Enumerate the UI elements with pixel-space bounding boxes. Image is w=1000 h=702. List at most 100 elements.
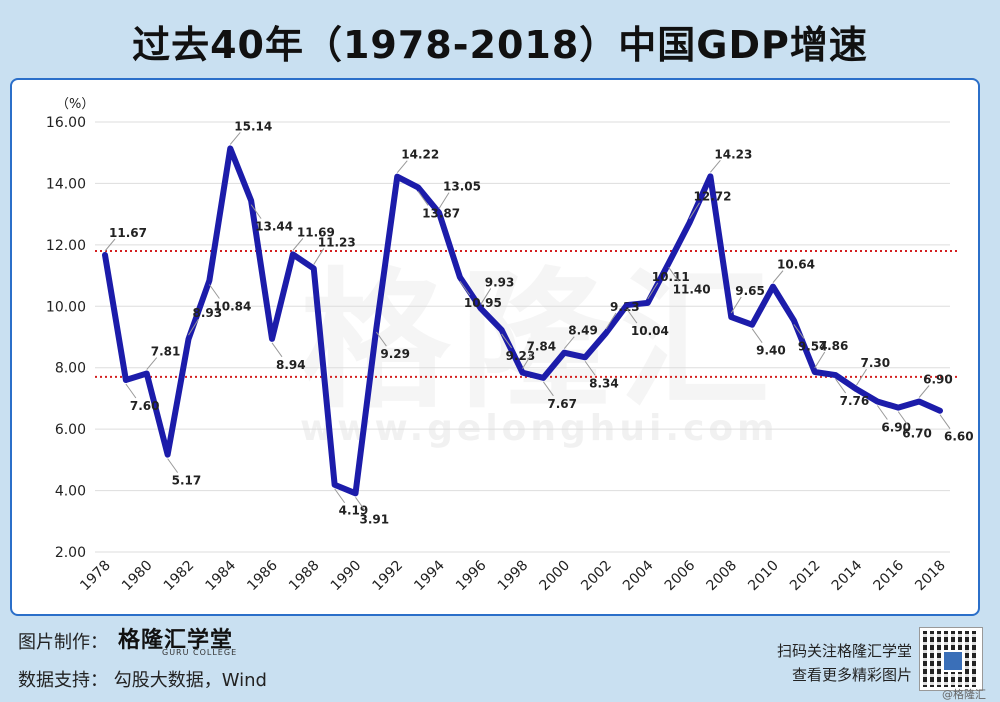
corner-watermark: @格隆汇 — [942, 688, 986, 701]
data-point — [666, 260, 672, 266]
data-point — [540, 375, 546, 381]
data-label-leader — [229, 132, 241, 145]
x-tick-label: 2012 — [787, 558, 824, 595]
data-label: 6.90 — [923, 373, 953, 387]
data-label-leader — [793, 324, 805, 339]
data-point — [290, 251, 296, 257]
data-label: 9.29 — [380, 347, 410, 361]
data-point — [311, 266, 317, 272]
data-label: 11.40 — [673, 282, 711, 296]
x-tick-label: 2004 — [620, 557, 657, 594]
data-label-leader — [897, 411, 909, 426]
data-label: 9.54 — [798, 339, 828, 353]
data-point — [415, 184, 421, 190]
x-tick-label: 2016 — [871, 557, 908, 594]
data-source: 数据支持： 勾股大数据，Wind — [18, 670, 267, 691]
data-point — [854, 386, 859, 392]
data-label: 10.95 — [464, 296, 502, 310]
data-label-leader — [355, 497, 366, 512]
brand-name: 格隆汇学堂 — [118, 628, 234, 653]
data-label: 8.93 — [193, 306, 223, 320]
data-label: 6.90 — [881, 421, 911, 435]
y-tick-label: 8.00 — [55, 361, 86, 377]
data-label: 10.84 — [213, 299, 251, 313]
data-label-leader — [626, 308, 638, 324]
data-label: 13.44 — [255, 220, 293, 234]
y-tick-label: 4.00 — [55, 484, 86, 500]
maker-label: 图片制作： — [18, 632, 108, 653]
x-tick-label: 2008 — [704, 558, 741, 595]
data-point — [165, 452, 171, 458]
data-label: 11.67 — [109, 226, 147, 240]
data-point — [749, 322, 755, 328]
data-label: 5.17 — [172, 474, 202, 488]
data-label-leader — [188, 318, 199, 336]
y-tick-label: 12.00 — [46, 238, 86, 254]
data-point — [269, 336, 275, 342]
data-label-leader — [751, 328, 763, 344]
data-point — [833, 372, 839, 378]
data-point — [770, 284, 776, 290]
data-label: 7.86 — [819, 339, 849, 353]
data-point — [812, 369, 818, 375]
data-label: 11.69 — [297, 225, 335, 239]
data-point — [102, 252, 108, 258]
data-label: 14.23 — [714, 147, 752, 161]
data-label-leader — [835, 378, 847, 394]
data-label-leader — [605, 312, 617, 330]
data-label-leader — [375, 331, 387, 347]
data-label: 6.70 — [902, 427, 932, 441]
data-label-leader — [876, 405, 888, 420]
data-label: 7.30 — [861, 356, 891, 370]
x-tick-label: 1984 — [203, 557, 240, 594]
data-point — [227, 145, 233, 151]
data-point — [645, 300, 651, 306]
x-tick-label: 1988 — [286, 558, 323, 595]
data-label: 7.84 — [527, 340, 557, 354]
data-label: 8.34 — [589, 376, 619, 390]
data-point — [478, 305, 484, 311]
data-label: 11.23 — [318, 236, 356, 250]
x-tick-label: 1986 — [244, 557, 281, 594]
data-label-leader — [167, 458, 179, 473]
data-label-leader — [939, 414, 951, 430]
data-point — [206, 277, 212, 283]
x-tick-label: 2002 — [578, 558, 615, 595]
y-tick-label: 6.00 — [55, 422, 86, 438]
data-label-leader — [417, 191, 429, 206]
data-label-leader — [772, 270, 784, 283]
data-label: 12.72 — [694, 190, 732, 204]
data-label: 9.40 — [756, 344, 786, 358]
data-label: 9.65 — [735, 284, 765, 298]
data-label-leader — [125, 383, 137, 399]
x-tick-label: 2018 — [912, 558, 949, 595]
x-tick-label: 1978 — [77, 558, 114, 595]
y-tick-label: 10.00 — [46, 299, 86, 315]
data-point — [874, 399, 880, 404]
data-label: 7.76 — [840, 394, 870, 408]
data-label: 9.13 — [610, 300, 640, 314]
data-label-leader — [689, 202, 700, 220]
x-tick-label: 1996 — [453, 557, 490, 594]
data-label-leader — [918, 385, 930, 398]
data-point — [561, 350, 567, 356]
data-label: 10.11 — [652, 270, 690, 284]
data-point — [937, 408, 943, 414]
data-label-leader — [501, 333, 513, 349]
data-label: 10.04 — [631, 324, 669, 338]
chart-panel — [10, 78, 980, 616]
data-label-leader — [396, 160, 408, 173]
data-label-leader — [250, 204, 262, 219]
data-label-leader — [814, 351, 826, 369]
y-axis-label: （%） — [56, 97, 94, 112]
data-label-leader — [104, 238, 116, 252]
data-point — [728, 314, 734, 320]
data-label-leader — [522, 352, 533, 369]
data-label: 8.49 — [568, 324, 598, 338]
data-point — [186, 336, 191, 342]
x-tick-label: 1994 — [411, 557, 448, 594]
data-label-leader — [668, 266, 680, 282]
data-label-leader — [709, 160, 721, 173]
data-point — [916, 399, 922, 404]
data-label-leader — [563, 336, 575, 349]
